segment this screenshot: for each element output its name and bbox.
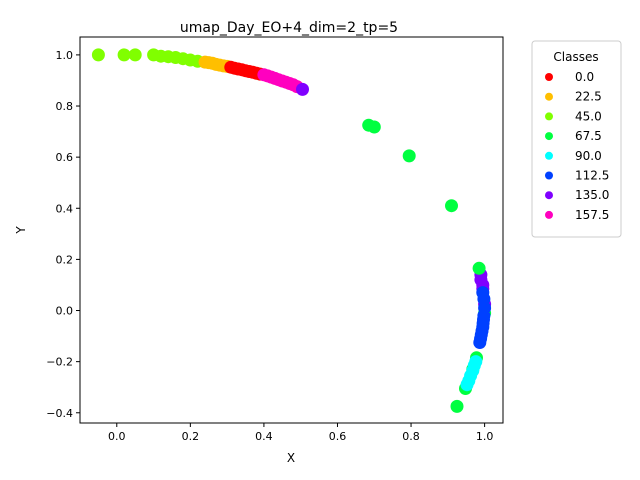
plot-frame <box>79 36 504 424</box>
x-axis-ticks: 0.0 0.2 0.4 0.6 0.8 1.0 <box>108 423 493 443</box>
y-tick-label: 0.6 <box>56 151 74 164</box>
x-tick-label: 0.4 <box>255 430 273 443</box>
x-tick-label: 0.2 <box>182 430 200 443</box>
y-tick-label: 0.8 <box>56 100 74 113</box>
scatter-point <box>472 261 486 275</box>
chart-title: umap_Day_EO+4_dim=2_tp=5 <box>180 20 398 36</box>
legend-marker <box>545 92 553 101</box>
y-axis-ticks: −0.4 −0.2 0.0 0.2 0.4 0.6 0.8 1.0 <box>46 49 80 420</box>
legend-entries: 0.0 22.5 45.0 67.5 90.0 112.5 135.0 157.5 <box>545 70 609 222</box>
scatter-point <box>117 48 131 62</box>
plot-points <box>91 48 492 413</box>
x-tick-label: 0.0 <box>108 430 126 443</box>
y-tick-label: −0.4 <box>46 407 73 420</box>
scatter-point <box>91 48 105 62</box>
legend-label: 112.5 <box>575 169 609 183</box>
x-tick-label: 0.6 <box>329 430 347 443</box>
legend-marker <box>545 151 553 160</box>
scatter-point <box>445 199 458 213</box>
y-tick-label: 0.4 <box>56 202 74 215</box>
legend-marker <box>545 73 553 81</box>
y-tick-label: 1.0 <box>56 49 74 62</box>
scatter-point <box>128 48 142 62</box>
legend-marker <box>545 191 553 200</box>
scatter-point <box>450 399 464 413</box>
legend-title: Classes <box>553 50 598 64</box>
legend-marker <box>545 132 553 141</box>
legend-marker <box>545 171 553 180</box>
x-tick-label: 0.8 <box>402 430 420 443</box>
legend-label: 0.0 <box>575 70 594 84</box>
x-axis-label: X <box>287 451 295 465</box>
y-tick-label: −0.2 <box>46 356 73 369</box>
legend-label: 67.5 <box>575 129 602 143</box>
y-tick-label: 0.0 <box>56 305 74 318</box>
scatter-point <box>402 149 416 163</box>
legend-frame <box>531 40 622 238</box>
legend-marker <box>545 112 553 121</box>
legend-label: 22.5 <box>575 90 602 104</box>
scatter-point <box>296 82 309 96</box>
legend-marker <box>545 210 553 219</box>
legend-label: 157.5 <box>575 208 609 222</box>
x-tick-label: 1.0 <box>476 430 494 443</box>
legend-label: 45.0 <box>575 109 602 123</box>
legend-label: 90.0 <box>575 149 602 163</box>
scatter-point <box>460 378 474 392</box>
legend: Classes 0.0 22.5 45.0 67.5 90.0 112.5 135.0 157… <box>531 40 622 238</box>
y-axis-label: Y <box>14 226 28 235</box>
y-tick-label: 0.2 <box>56 253 74 266</box>
legend-label: 135.0 <box>575 188 609 202</box>
scatter-point <box>473 336 487 349</box>
scatter-point <box>367 120 381 134</box>
